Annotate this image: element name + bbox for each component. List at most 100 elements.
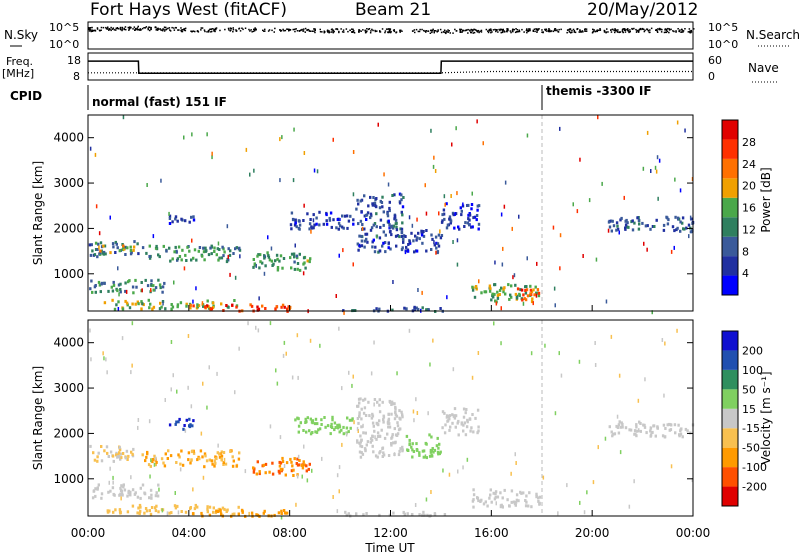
sky-right-tick-top: 10^5	[708, 21, 738, 34]
scatter-cell	[372, 196, 375, 199]
scatter-cell	[231, 455, 234, 459]
scatter-cell	[296, 267, 299, 271]
beam-label: Beam 21	[355, 0, 431, 20]
sky-noise-point	[501, 29, 503, 31]
sky-noise-point	[254, 28, 256, 30]
scatter-cell	[519, 490, 522, 494]
sky-noise-point	[295, 28, 297, 30]
y-tick-label: 1000	[53, 472, 84, 486]
scatter-cell	[206, 505, 209, 509]
scatter-cell	[391, 308, 394, 312]
scatter-cell	[287, 305, 290, 309]
scatter-cell	[475, 287, 478, 291]
scatter-cell	[610, 430, 613, 434]
sky-noise-point	[506, 30, 508, 33]
scatter-cell	[291, 464, 294, 468]
sky-noise-point	[442, 31, 445, 33]
scatter-cell	[169, 454, 173, 458]
sky-noise-point	[638, 29, 640, 32]
colorbar-tick-label: 28	[742, 136, 756, 149]
scatter-cell	[477, 429, 480, 433]
scatter-cell	[356, 417, 360, 420]
scatter-cell	[276, 257, 279, 261]
scatter-cell	[206, 299, 209, 303]
scatter-cell	[257, 307, 261, 311]
scatter-cell	[199, 449, 203, 453]
scatter-cell	[360, 407, 363, 411]
scatter-cell	[457, 225, 460, 229]
scatter-cell	[298, 268, 302, 272]
noise-cell	[172, 373, 174, 378]
sky-noise-point	[88, 28, 90, 31]
sky-noise-point	[134, 29, 136, 31]
sky-noise-point	[204, 30, 206, 33]
scatter-cell	[395, 228, 399, 232]
scatter-cell	[130, 450, 133, 454]
scatter-cell	[437, 244, 441, 248]
noise-cell	[412, 409, 415, 414]
noise-cell	[279, 435, 282, 440]
sky-noise-point	[624, 28, 626, 30]
velocity-y-axis-label: Slant Range [km]	[31, 366, 45, 470]
scatter-cell	[258, 266, 261, 270]
sky-noise-point	[449, 32, 451, 34]
sky-noise-point	[688, 28, 691, 30]
sky-noise-point	[548, 30, 551, 32]
scatter-cell	[315, 216, 318, 220]
scatter-cell	[410, 231, 413, 235]
noise-cell	[276, 381, 279, 386]
noise-cell	[279, 178, 281, 183]
scatter-cell	[100, 459, 104, 463]
scatter-cell	[162, 244, 165, 248]
scatter-cell	[645, 431, 648, 435]
noise-cell	[190, 404, 193, 409]
scatter-cell	[376, 400, 379, 404]
scatter-cell	[214, 455, 217, 459]
scatter-cell	[370, 214, 373, 218]
scatter-cell	[358, 413, 361, 417]
sky-noise-point	[249, 30, 251, 32]
noise-cell	[183, 266, 186, 271]
scatter-cell	[402, 196, 405, 199]
sky-noise-point	[227, 27, 230, 30]
scatter-cell	[112, 510, 115, 514]
sky-noise-point	[470, 31, 472, 34]
noise-cell	[238, 346, 240, 351]
sky-noise-point	[376, 30, 378, 32]
noise-cell	[103, 356, 105, 361]
sky-noise-point	[184, 27, 187, 30]
noise-cell	[424, 454, 427, 459]
scatter-cell	[278, 259, 281, 263]
sky-noise-point	[673, 30, 675, 33]
scatter-cell	[203, 465, 206, 469]
noise-cell	[351, 383, 353, 388]
sky-noise-point	[679, 29, 681, 31]
scatter-cell	[390, 442, 393, 445]
noise-cell	[554, 411, 557, 416]
noise-cell	[457, 469, 459, 474]
noise-cell	[502, 246, 504, 251]
noise-cell	[313, 168, 316, 173]
noise-cell	[455, 126, 457, 131]
scatter-cell	[365, 512, 368, 515]
sky-noise-point	[682, 31, 684, 33]
sky-noise-point	[191, 30, 194, 33]
scatter-cell	[472, 505, 475, 509]
colorbar-tick-label: -15	[742, 422, 760, 435]
noise-cell	[605, 299, 608, 304]
sky-noise-point	[665, 29, 668, 32]
sky-noise-point	[626, 28, 628, 31]
scatter-cell	[282, 257, 286, 260]
noise-cell	[146, 183, 148, 187]
noise-cell	[310, 229, 312, 234]
sky-noise-point	[596, 29, 599, 31]
cpid-row: CPID normal (fast) 151 IF themis -3300 I…	[10, 84, 652, 110]
scatter-cell	[289, 256, 292, 260]
scatter-cell	[170, 303, 173, 306]
scatter-cell	[498, 293, 501, 296]
noise-cell	[130, 475, 132, 480]
scatter-cell	[330, 422, 333, 426]
scatter-cell	[646, 224, 649, 228]
scatter-cell	[463, 225, 466, 228]
